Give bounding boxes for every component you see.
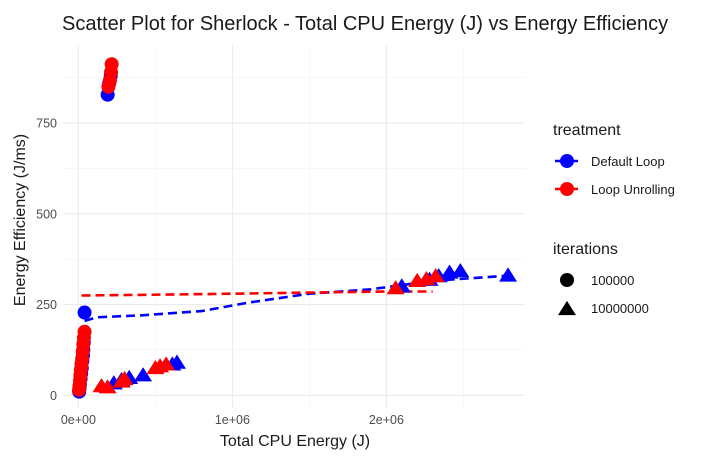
y-tick-label: 250 bbox=[36, 298, 57, 312]
y-axis-title: Energy Efficiency (J/ms) bbox=[12, 134, 29, 306]
x-axis-ticks: 0e+00 1e+06 2e+06 bbox=[61, 413, 404, 427]
data-point bbox=[167, 354, 186, 369]
legend: treatment Default Loop Loop Unrolling itera… bbox=[553, 122, 675, 316]
data-point bbox=[77, 305, 92, 320]
legend-key-circle bbox=[560, 182, 574, 196]
trend-line bbox=[84, 274, 510, 323]
legend-key-circle bbox=[560, 273, 574, 287]
legend-label: 100000 bbox=[591, 273, 634, 288]
legend-label: 10000000 bbox=[591, 301, 649, 316]
data-point bbox=[104, 57, 119, 72]
chart-title: Scatter Plot for Sherlock - Total CPU En… bbox=[62, 13, 668, 35]
legend-key-circle bbox=[560, 154, 574, 168]
plot-area bbox=[63, 45, 525, 408]
trend-lines bbox=[81, 274, 510, 323]
data-point bbox=[115, 370, 134, 386]
x-tick-label: 0e+00 bbox=[61, 413, 96, 427]
legend-title: treatment bbox=[553, 122, 621, 139]
x-tick-label: 2e+06 bbox=[369, 413, 404, 427]
data-point bbox=[157, 356, 176, 371]
x-axis-title: Total CPU Energy (J) bbox=[220, 433, 370, 450]
data-point bbox=[499, 267, 518, 282]
data-point bbox=[426, 268, 445, 283]
trend-line bbox=[81, 290, 433, 297]
y-tick-label: 500 bbox=[36, 207, 57, 221]
legend-label: Loop Unrolling bbox=[591, 182, 675, 197]
data-point bbox=[77, 324, 92, 339]
y-tick-label: 0 bbox=[50, 389, 57, 403]
legend-label: Default Loop bbox=[591, 154, 665, 169]
data-point bbox=[134, 367, 153, 382]
data-points bbox=[72, 57, 518, 399]
data-point bbox=[386, 280, 405, 295]
data-point bbox=[98, 379, 117, 394]
x-tick-label: 1e+06 bbox=[215, 413, 250, 427]
y-axis-ticks: 0 250 500 750 bbox=[36, 117, 57, 403]
legend-key-triangle bbox=[558, 300, 576, 316]
legend-title: iterations bbox=[553, 241, 618, 258]
grid bbox=[63, 45, 525, 408]
y-tick-label: 750 bbox=[36, 117, 57, 131]
data-point bbox=[451, 263, 470, 278]
